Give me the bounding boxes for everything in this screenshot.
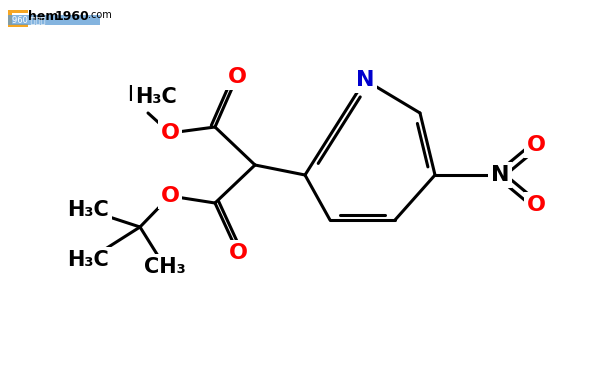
Text: N: N <box>491 165 509 185</box>
Text: CH₃: CH₃ <box>144 257 186 277</box>
Polygon shape <box>8 10 28 27</box>
Text: H₃C: H₃C <box>67 200 109 220</box>
Text: 3C: 3C <box>150 91 174 109</box>
Text: 1960: 1960 <box>55 10 90 23</box>
Text: O: O <box>229 243 247 263</box>
Text: O: O <box>160 123 180 143</box>
Text: O: O <box>526 195 546 215</box>
Text: 960 化工网: 960 化工网 <box>12 15 45 24</box>
Text: H: H <box>132 91 146 109</box>
Text: O: O <box>227 67 246 87</box>
Text: O: O <box>526 135 546 155</box>
Text: H₃C: H₃C <box>127 85 169 105</box>
Text: .com: .com <box>88 10 112 20</box>
Text: N: N <box>356 70 374 90</box>
Bar <box>8 15 100 25</box>
Text: hem: hem <box>28 10 58 23</box>
Text: O: O <box>160 186 180 206</box>
Text: H₃C: H₃C <box>135 87 177 107</box>
Text: H₃C: H₃C <box>67 250 109 270</box>
